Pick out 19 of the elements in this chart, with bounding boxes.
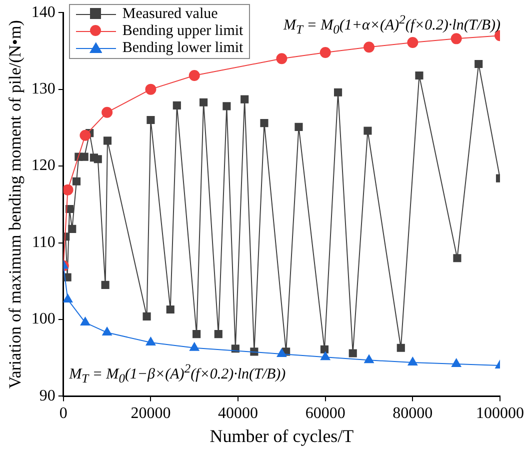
x-tick-label: 0 [59,405,68,422]
legend-label: Measured value [122,6,218,23]
y-tick-label: 100 [31,310,56,328]
legend-label: Bending lower limit [122,40,244,57]
y-tick-label: 110 [32,234,56,251]
y-tick-label: 130 [31,80,56,98]
x-tick-label: 40000 [218,405,258,422]
x-tick-label: 20000 [130,405,171,422]
x-tick-label: 60000 [305,405,346,422]
legend-label: Bending upper limit [122,22,244,40]
y-tick-label: 140 [31,4,56,21]
y-tick-label: 90 [39,387,56,404]
annotation: M$_{T}$ = M$_{0}$(1−β×(A)$^{2}$(f×0.2)·ln(T/B)) [69,362,286,387]
y-axis-title: Variation of maximum bending moment of pile/(N•m) [6,20,25,389]
x-tick-label: 100000 [476,405,524,422]
annotation: M$_{T}$ = M$_{0}$(1+α×(A)$^{2}$(f×0.2)·ln(T/B)) [284,12,500,38]
y-tick-label: 120 [31,157,56,174]
x-tick-label: 80000 [392,405,433,422]
x-axis-title: Number of cycles/T [210,426,354,446]
